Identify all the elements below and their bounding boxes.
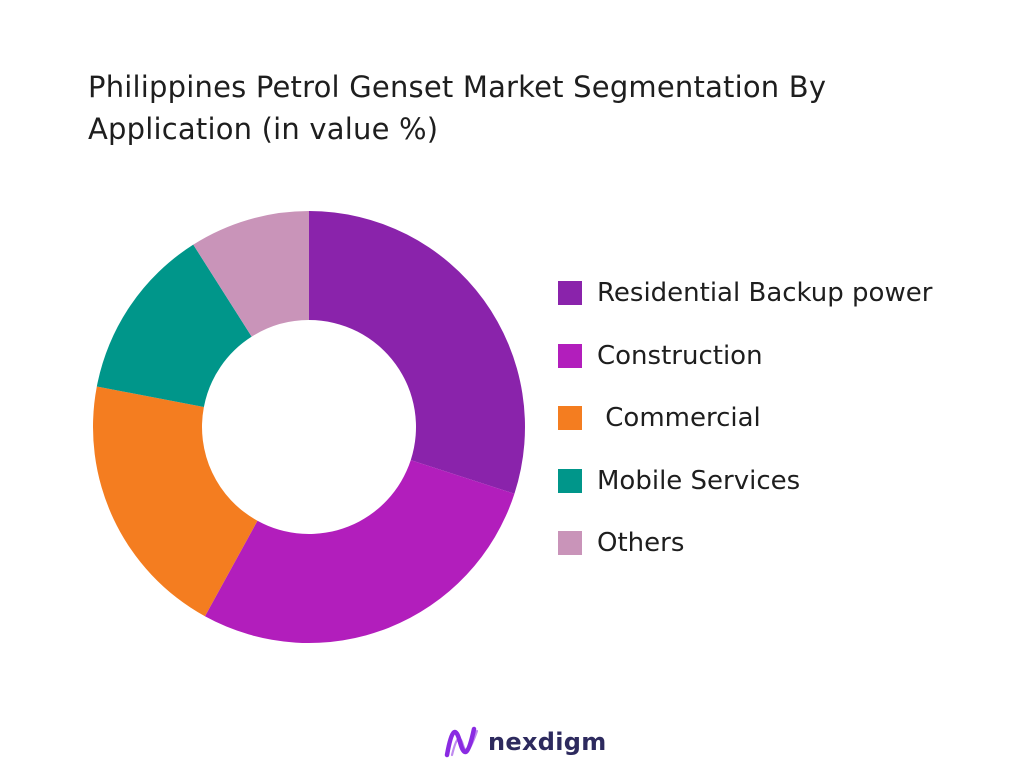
legend-item-construction: Construction xyxy=(558,325,932,388)
legend-label: Residential Backup power xyxy=(597,278,933,309)
legend-swatch xyxy=(558,468,582,493)
legend-item-residential: Residential Backup power xyxy=(558,262,932,325)
legend-item-commercial: Commercial xyxy=(558,387,932,450)
nexdigm-wave-logo-icon xyxy=(444,726,479,758)
legend-item-others: Others xyxy=(558,512,932,575)
donut-slice-3 xyxy=(96,244,252,407)
legend-label: Construction xyxy=(597,340,763,371)
legend-label: Others xyxy=(597,528,685,559)
brand-name: nexdigm xyxy=(488,728,607,756)
page-title: Philippines Petrol Genset Market Segment… xyxy=(88,70,827,146)
legend-swatch xyxy=(558,406,582,431)
legend-swatch xyxy=(558,343,582,368)
legend-swatch xyxy=(558,281,582,306)
brand-logo: nexdigm xyxy=(444,722,607,762)
donut-slices xyxy=(93,211,525,644)
legend-label: Commercial xyxy=(597,403,761,434)
donut-slice-0 xyxy=(309,211,525,494)
donut-slice-2 xyxy=(93,386,258,617)
legend-item-mobile-services: Mobile Services xyxy=(558,450,932,513)
chart-legend: Residential Backup power Construction Co… xyxy=(558,262,932,575)
legend-label: Mobile Services xyxy=(597,465,801,496)
legend-swatch xyxy=(558,531,582,556)
donut-slice-4 xyxy=(193,211,309,337)
donut-slice-1 xyxy=(204,460,515,644)
